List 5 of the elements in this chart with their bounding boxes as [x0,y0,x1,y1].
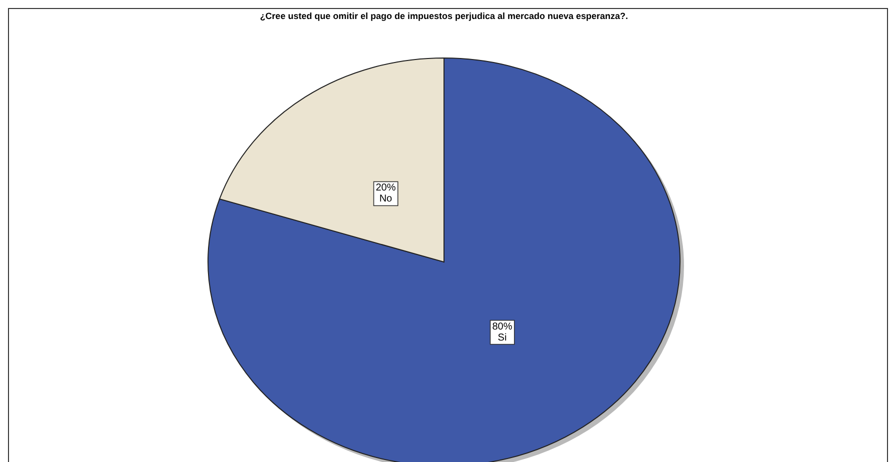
slice-label: No [379,194,393,205]
chart-title: ¿Cree usted que omitir el pago de impuestos perjudica al mercado nueva esperanza?. [260,11,628,21]
data-label: 80% [492,321,512,332]
slice-label: Si [498,332,507,344]
data-label: 20% [376,182,396,194]
